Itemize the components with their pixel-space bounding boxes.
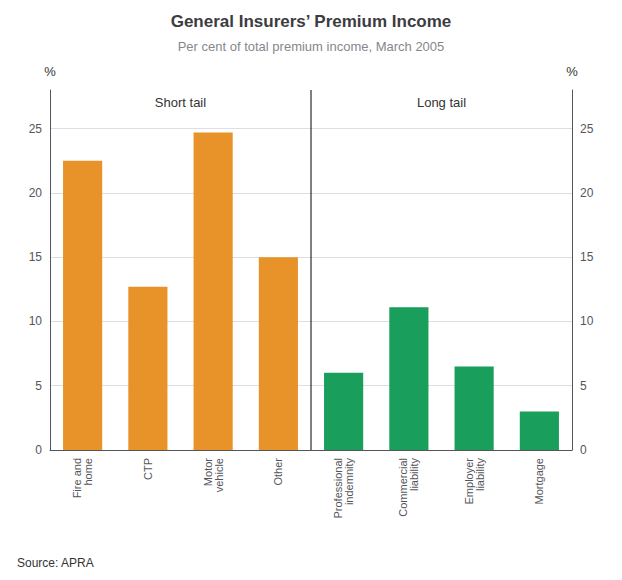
svg-text:Short tail: Short tail: [155, 95, 206, 110]
svg-text:15: 15: [29, 250, 43, 264]
svg-text:Motor: Motor: [201, 458, 214, 487]
svg-text:indemnity: indemnity: [343, 458, 355, 506]
svg-text:Commercial: Commercial: [397, 458, 410, 517]
svg-text:home: home: [82, 458, 94, 486]
svg-text:0: 0: [580, 443, 587, 457]
svg-text:vehicle: vehicle: [213, 458, 225, 492]
svg-text:Per cent of total premium inco: Per cent of total premium income, March …: [178, 39, 445, 54]
svg-text:Long tail: Long tail: [417, 95, 466, 110]
svg-text:20: 20: [580, 186, 594, 200]
svg-text:5: 5: [580, 379, 587, 393]
svg-text:%: %: [566, 64, 578, 79]
svg-text:0: 0: [35, 443, 42, 457]
svg-text:General Insurers’ Premium Inco: General Insurers’ Premium Income: [171, 12, 452, 31]
svg-text:10: 10: [29, 314, 43, 328]
svg-text:15: 15: [580, 250, 594, 264]
svg-text:Source: APRA: Source: APRA: [17, 556, 94, 570]
svg-text:25: 25: [580, 122, 594, 136]
svg-text:Professional: Professional: [332, 458, 345, 519]
svg-text:CTP: CTP: [142, 458, 154, 480]
svg-text:5: 5: [35, 379, 42, 393]
svg-text:Fire and: Fire and: [71, 458, 84, 499]
svg-text:Other: Other: [272, 458, 284, 486]
svg-text:20: 20: [29, 186, 43, 200]
svg-text:Employer: Employer: [462, 458, 475, 505]
svg-text:25: 25: [29, 122, 43, 136]
svg-text:10: 10: [580, 314, 594, 328]
svg-text:Mortgage: Mortgage: [533, 458, 545, 504]
svg-text:liability: liability: [408, 458, 420, 492]
svg-text:%: %: [44, 64, 56, 79]
svg-text:liability: liability: [474, 458, 486, 492]
